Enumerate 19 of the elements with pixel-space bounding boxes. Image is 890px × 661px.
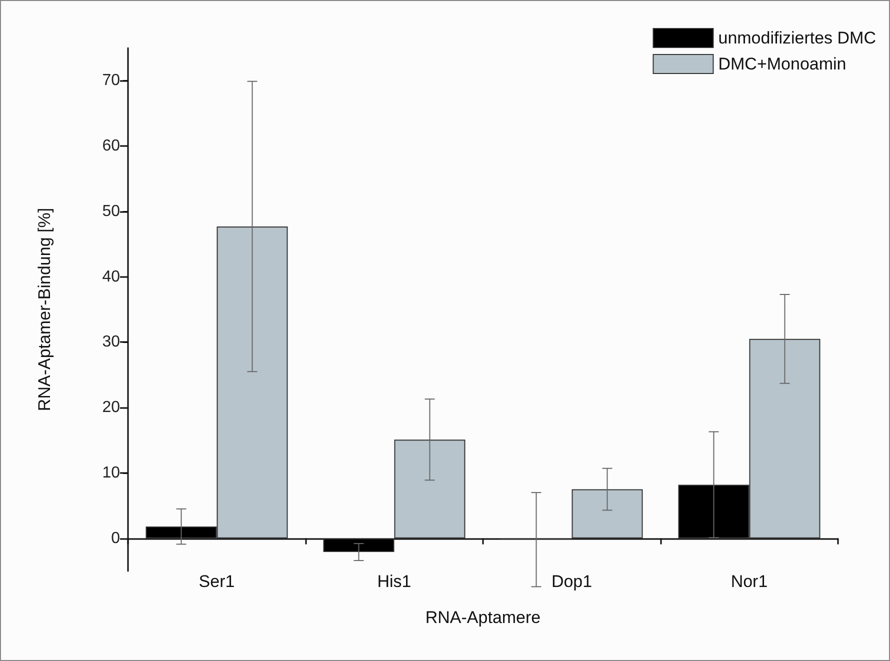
x-tick-label: His1: [377, 572, 412, 591]
y-tick-label: 10: [102, 464, 120, 482]
y-axis-title: RNA-Aptamer-Bindung [%]: [35, 208, 54, 412]
y-tick-label: 50: [102, 202, 120, 220]
legend-label: DMC+Monoamin: [718, 54, 846, 74]
y-tick-label: 20: [102, 399, 120, 416]
y-tick-label: 30: [102, 334, 120, 351]
y-tick-label: 0: [111, 530, 120, 547]
y-tick-label: 40: [102, 268, 120, 286]
x-axis-title: RNA-Aptamere: [425, 608, 541, 627]
y-tick-label: 70: [102, 72, 120, 90]
bar: [394, 440, 466, 538]
y-tick-label: 60: [102, 138, 120, 155]
x-tick-label: Ser1: [198, 572, 235, 591]
legend-label: unmodifiziertes DMC: [718, 28, 876, 48]
x-tick-label: Nor1: [730, 572, 768, 591]
bar: [323, 538, 394, 552]
bar: [572, 489, 643, 538]
x-tick-label: Dop1: [551, 572, 592, 591]
